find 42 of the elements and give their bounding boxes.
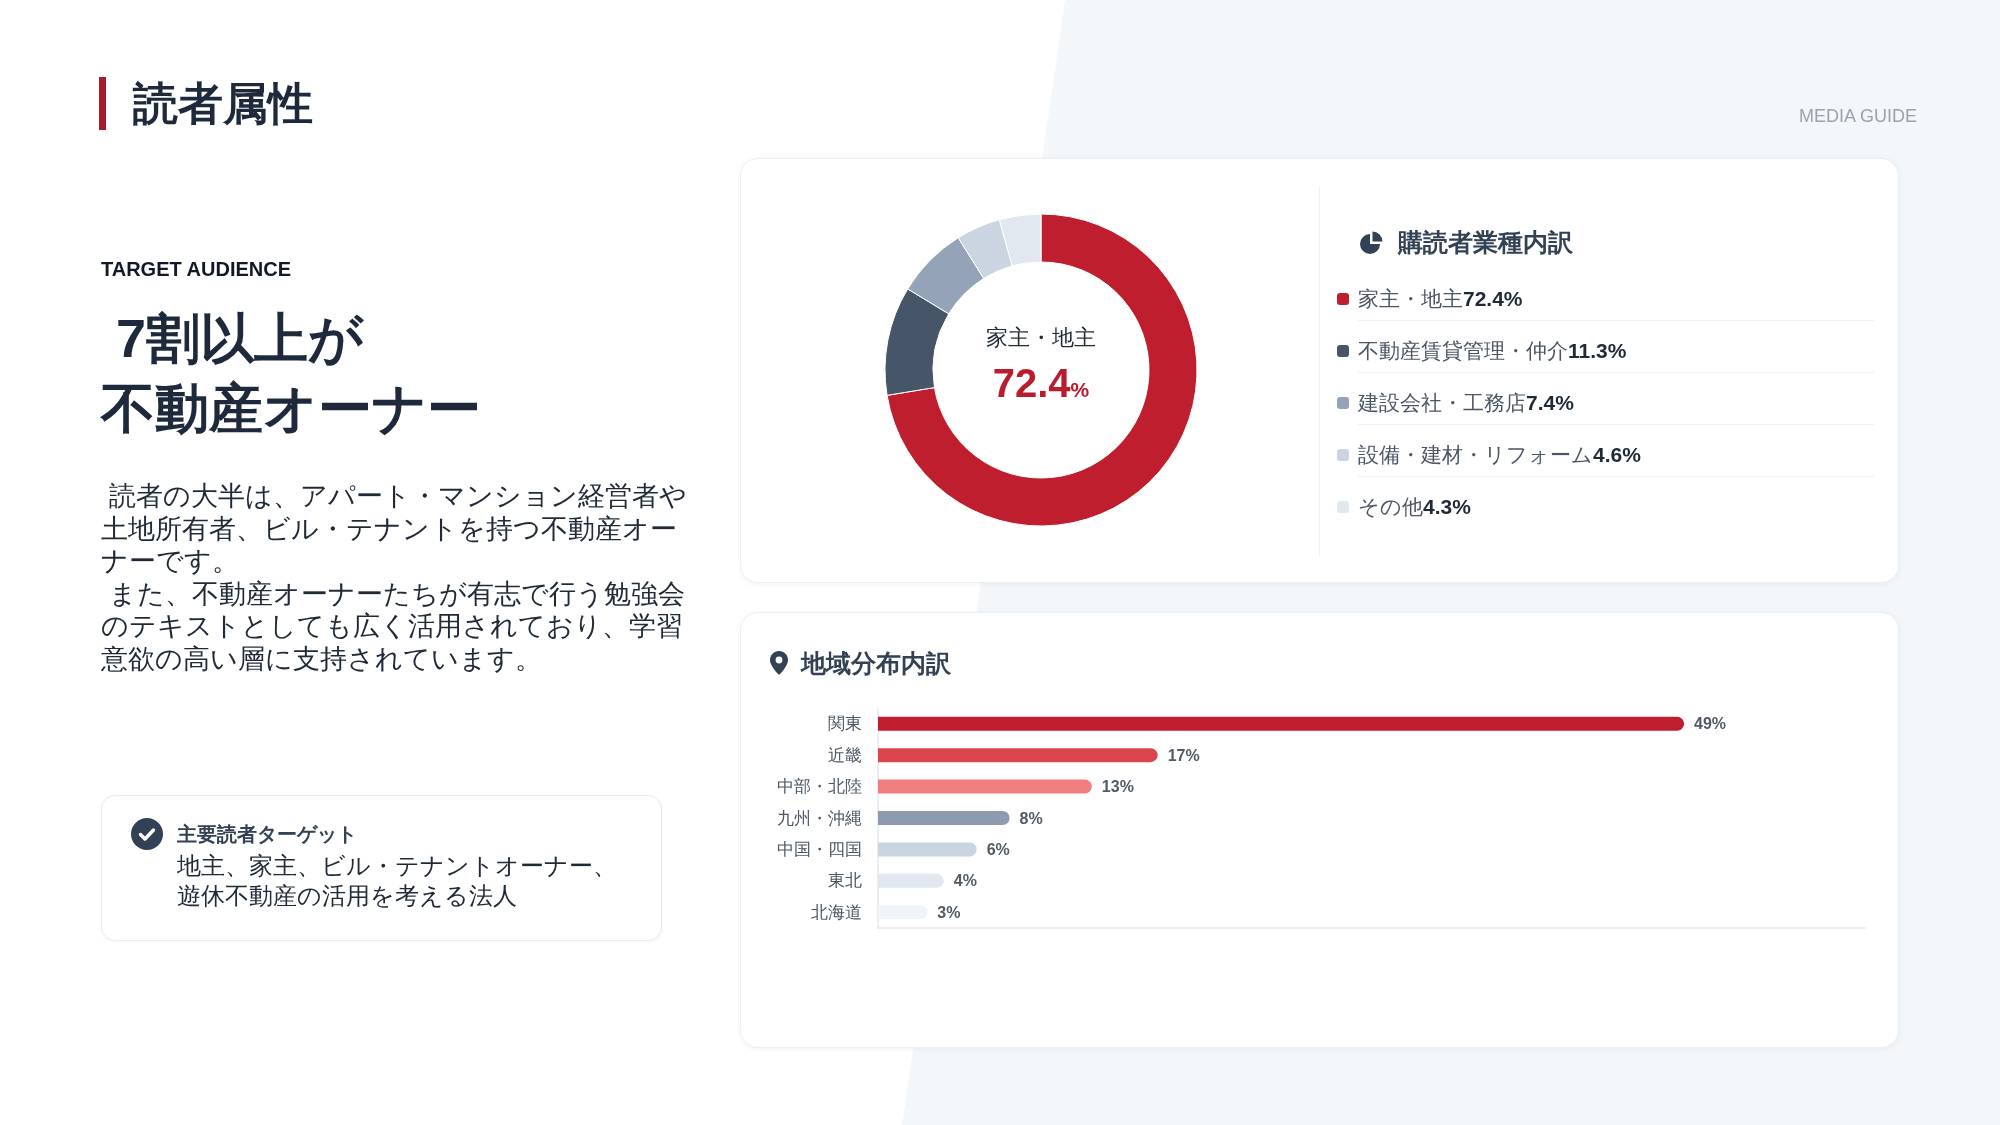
data-label: 72.4% bbox=[1463, 286, 1523, 310]
bar bbox=[878, 842, 977, 857]
data-label: 4% bbox=[953, 872, 977, 890]
bar bbox=[878, 811, 1010, 825]
text: 不動産オーナー bbox=[101, 377, 481, 440]
legend-label: 設備・建材・リフォーム bbox=[1358, 442, 1593, 466]
text: 7割以上が bbox=[115, 307, 364, 370]
data-label: 11.3% bbox=[1568, 338, 1627, 362]
legend-label: その他 bbox=[1358, 494, 1423, 518]
text: 家主・地主 bbox=[985, 324, 1097, 352]
legend-label: 不動産賃貸管理・仲介 bbox=[1358, 338, 1568, 362]
data-label: 13% bbox=[1101, 778, 1134, 796]
text: 地主、家主、ビル・テナントオーナー、遊休不動産の活用を考える法人 bbox=[177, 851, 618, 910]
y-tick-label: 中国・四国 bbox=[777, 839, 862, 859]
y-tick-label: 近畿 bbox=[828, 745, 862, 765]
legend-label: 建設会社・工務店 bbox=[1358, 390, 1526, 414]
data-label: 17% bbox=[1167, 746, 1200, 764]
data-label: 4.3% bbox=[1423, 494, 1471, 518]
bar bbox=[878, 779, 1092, 794]
text: また、不動産オーナーたちが有志で行う勉強会のテキストとしても広く活用されており、学習意欲の高い層に支持されています。 bbox=[101, 577, 686, 675]
bar bbox=[878, 748, 1158, 763]
chart-title: 地域分布内訳 bbox=[801, 648, 951, 679]
data-label: 49% bbox=[1694, 715, 1727, 733]
text: 72.4% bbox=[992, 361, 1090, 405]
data-label: 6% bbox=[986, 840, 1010, 858]
y-tick-label: 九州・沖縄 bbox=[777, 808, 862, 828]
data-label: 3% bbox=[937, 903, 961, 921]
text: 読者の大半は、アパート・マンション経営者や土地所有者、ビル・テナントを持つ不動産オーナーです。 bbox=[101, 480, 688, 578]
text: 読者属性 bbox=[133, 77, 313, 130]
text: MEDIA GUIDE bbox=[1798, 105, 1917, 127]
text: TARGET AUDIENCE bbox=[101, 257, 291, 281]
text: 主要読者ターゲット bbox=[177, 822, 357, 846]
legend-label: 家主・地主 bbox=[1358, 286, 1463, 310]
data-label: 8% bbox=[1019, 809, 1043, 827]
data-label: 4.6% bbox=[1593, 442, 1641, 466]
y-tick-label: 北海道 bbox=[811, 902, 862, 922]
bar bbox=[878, 716, 1685, 731]
data-label: 7.4% bbox=[1526, 390, 1574, 414]
y-tick-label: 東北 bbox=[828, 871, 862, 891]
y-tick-label: 関東 bbox=[828, 714, 862, 734]
y-tick-label: 中部・北陸 bbox=[777, 777, 862, 797]
text: 購読者業種内訳 bbox=[1398, 227, 1573, 258]
